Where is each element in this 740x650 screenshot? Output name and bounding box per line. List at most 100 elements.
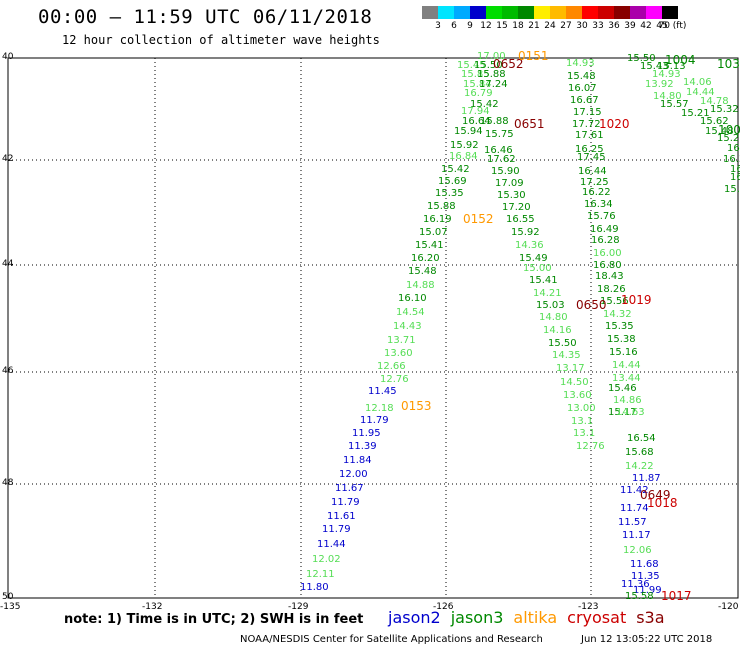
wave-height-value: 15.65 <box>724 184 740 195</box>
wave-height-value: 12.00 <box>339 469 368 480</box>
wave-height-value: 13.17 <box>556 363 585 374</box>
wave-height-value: 15.32 <box>710 104 739 115</box>
wave-height-value: 14.44 <box>686 87 715 98</box>
wave-height-value: 15.46 <box>608 383 637 394</box>
wave-height-value: 14.80 <box>539 312 568 323</box>
wave-height-value: 14.35 <box>552 350 581 361</box>
wave-height-value: 17.09 <box>495 178 524 189</box>
plot-frame <box>7 57 739 599</box>
color-swatch <box>598 6 614 19</box>
color-scale-label: 30 <box>576 21 588 31</box>
pass-time-label: 0652 <box>493 57 524 71</box>
wave-height-value: 15.88 <box>480 116 509 127</box>
color-swatch <box>582 6 598 19</box>
wave-height-value: 15.13 <box>657 61 686 72</box>
wave-height-value: 12.11 <box>306 569 335 580</box>
wave-height-value: 13.1 <box>571 416 594 427</box>
wave-height-value: 16.10 <box>398 293 427 304</box>
wave-height-value: 15.16 <box>609 347 638 358</box>
wave-height-value: 12.02 <box>312 554 341 565</box>
color-scale-label: 33 <box>592 21 604 31</box>
legend-item-altika: altika <box>513 608 558 627</box>
color-swatch <box>518 6 534 19</box>
color-swatch <box>566 6 582 19</box>
color-swatch <box>646 6 662 19</box>
pass-time-label: 0649 <box>640 488 671 502</box>
wave-height-value: 15.50 <box>627 53 656 64</box>
wave-height-value: 17.62 <box>487 154 516 165</box>
wave-height-value: 15.84 <box>463 79 492 90</box>
legend-item-jason2: jason2 <box>388 608 441 627</box>
wave-height-value: 15.50 <box>548 338 577 349</box>
wave-height-value: 15.03 <box>536 300 565 311</box>
wave-height-value: 15.94 <box>454 126 483 137</box>
color-swatch <box>502 6 518 19</box>
wave-height-value: 14.36 <box>515 240 544 251</box>
color-scale-label: 18 <box>512 21 524 31</box>
wave-height-value: 14.80 <box>653 91 682 102</box>
pass-time-label: 1018 <box>647 496 678 510</box>
pass-time-label: 100 <box>718 123 740 137</box>
wave-height-value: 15.43 <box>640 61 669 72</box>
wave-height-value: 17.24 <box>479 79 508 90</box>
wave-height-value: 14.93 <box>566 58 595 69</box>
x-axis-label-135: -135 <box>0 602 21 612</box>
pass-time-label: 1020 <box>599 117 630 131</box>
wave-height-value: 15.48 <box>408 266 437 277</box>
wave-height-value: 16.49 <box>590 224 619 235</box>
pass-time-label: 0153 <box>401 399 432 413</box>
wave-height-value: 15.85 <box>461 69 490 80</box>
wave-height-value: 16.79 <box>464 88 493 99</box>
wave-height-value: 14.54 <box>396 307 425 318</box>
wave-height-value: 14.50 <box>560 377 589 388</box>
wave-height-value: 16.00 <box>593 248 622 259</box>
wave-height-value: 15.92 <box>450 140 479 151</box>
pass-time-label: 0651 <box>514 117 545 131</box>
x-axis-label-123: -123 <box>578 602 599 612</box>
wave-height-value: 16.19 <box>423 214 452 225</box>
wave-height-value: 11.80 <box>300 582 329 593</box>
y-axis-label-46: 46 <box>2 366 14 376</box>
pass-time-label: 0151 <box>518 49 549 63</box>
wave-height-value: 11.42 <box>620 485 649 496</box>
color-swatch <box>550 6 566 19</box>
footer-credit: NOAA/NESDIS Center for Satellite Applica… <box>240 634 543 645</box>
wave-height-value: 16.44 <box>578 166 607 177</box>
wave-height-value: 13.60 <box>563 390 592 401</box>
wave-height-value: 11.87 <box>632 473 661 484</box>
wave-height-value: 16.64 <box>462 116 491 127</box>
wave-height-value: 16.07 <box>568 83 597 94</box>
color-scale-label: 27 <box>560 21 572 31</box>
wave-height-value: 15.00 <box>523 263 552 274</box>
wave-height-value: 11.61 <box>327 511 356 522</box>
wave-height-value: 12.66 <box>377 361 406 372</box>
wave-height-value: 15.49 <box>519 253 548 264</box>
color-swatch <box>662 6 678 19</box>
wave-height-value: 15.45 <box>457 60 486 71</box>
wave-height-value: 17.72 <box>572 119 601 130</box>
wave-height-value: 11.44 <box>317 539 346 550</box>
wave-height-value: 11.39 <box>348 441 377 452</box>
color-swatch <box>534 6 550 19</box>
color-scale-label: 9 <box>467 21 473 31</box>
wave-height-value: 11.95 <box>352 428 381 439</box>
wave-height-value: 15.88 <box>477 69 506 80</box>
color-scale-label: 39 <box>624 21 636 31</box>
wave-height-value: 12.76 <box>576 441 605 452</box>
wave-height-value: 13.92 <box>645 79 674 90</box>
wave-height-value: 11.57 <box>618 517 647 528</box>
wave-height-value: 16.84 <box>449 151 478 162</box>
footer-timestamp: Jun 12 13:05:22 UTC 2018 <box>581 634 713 645</box>
wave-height-value: 16.46 <box>484 145 513 156</box>
x-axis-label-126: -126 <box>433 602 454 612</box>
wave-height-value: 11.67 <box>335 483 364 494</box>
pass-time-label: 1004 <box>665 53 696 67</box>
wave-height-value: 14.93 <box>652 69 681 80</box>
y-axis-label-40: 40 <box>2 52 14 62</box>
wave-height-value: 16.25 <box>575 144 604 155</box>
wave-height-value: 15.07 <box>419 227 448 238</box>
wave-height-value: 18.43 <box>595 271 624 282</box>
color-scale-label: 42 <box>640 21 652 31</box>
wave-height-value: 14.63 <box>616 407 645 418</box>
